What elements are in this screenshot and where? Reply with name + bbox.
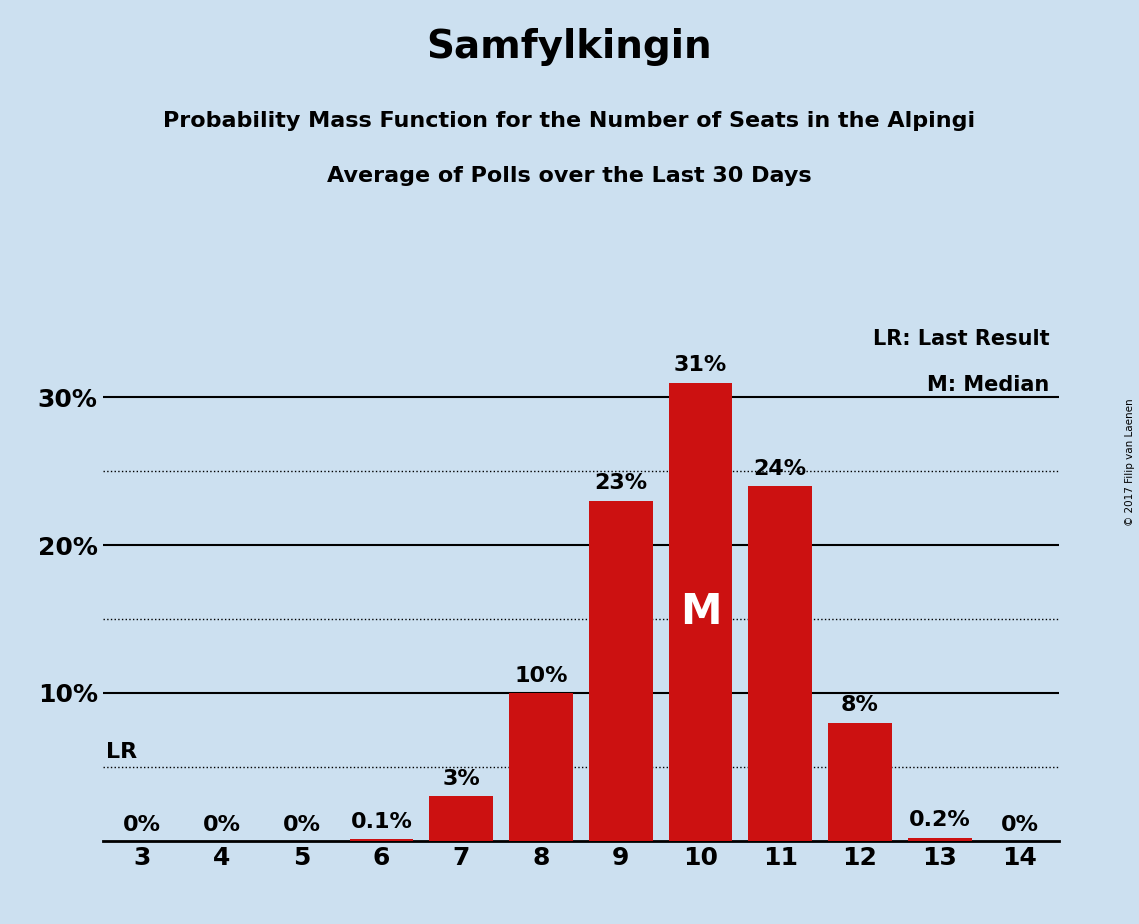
Text: M: Median: M: Median [927,375,1050,395]
Text: 3%: 3% [442,769,481,789]
Text: Samfylkingin: Samfylkingin [427,28,712,66]
Text: Probability Mass Function for the Number of Seats in the Alpingi: Probability Mass Function for the Number… [163,111,976,131]
Text: 0.1%: 0.1% [351,812,412,832]
Text: LR: Last Result: LR: Last Result [874,329,1050,348]
Bar [669,383,732,841]
Text: Average of Polls over the Last 30 Days: Average of Polls over the Last 30 Days [327,166,812,187]
Bar [350,839,413,841]
Text: 31%: 31% [674,355,727,375]
Text: 0%: 0% [123,815,162,835]
Bar [828,723,892,841]
Text: 0%: 0% [282,815,321,835]
Bar [589,501,653,841]
Text: 23%: 23% [595,473,647,493]
Text: 0%: 0% [1000,815,1039,835]
Bar [748,486,812,841]
Text: 0%: 0% [203,815,241,835]
Text: © 2017 Filip van Laenen: © 2017 Filip van Laenen [1125,398,1134,526]
Text: 24%: 24% [754,458,806,479]
Bar [908,838,972,841]
Text: 0.2%: 0.2% [909,810,970,831]
Bar [509,693,573,841]
Text: 8%: 8% [841,695,879,715]
Text: M: M [680,590,721,633]
Text: 10%: 10% [515,665,567,686]
Text: LR: LR [106,743,138,762]
Bar [429,796,493,841]
